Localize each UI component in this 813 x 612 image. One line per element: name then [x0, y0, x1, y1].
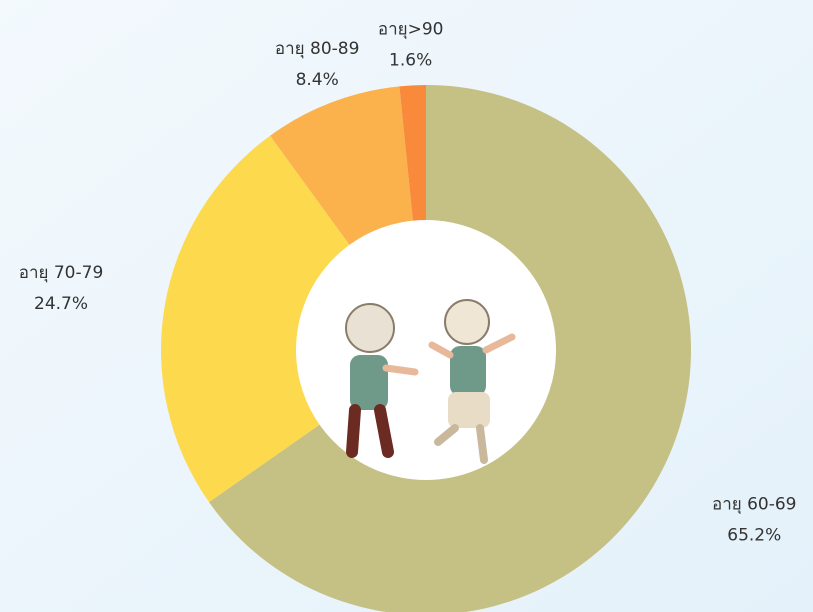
slice-label: อายุ 70-79 — [19, 263, 104, 283]
donut-hole — [296, 220, 556, 480]
slice-label: อายุ 60-69 — [712, 495, 797, 515]
slice-value-label: 65.2% — [727, 526, 781, 546]
slice-label: อายุ>90 — [378, 19, 444, 39]
slice-value-label: 24.7% — [34, 294, 88, 314]
slice-value-label: 8.4% — [296, 70, 339, 90]
slice — [161, 135, 426, 503]
illustration — [345, 299, 516, 464]
slice-label: อายุ 80-89 — [275, 39, 360, 59]
slice-value-label: 1.6% — [389, 50, 432, 70]
